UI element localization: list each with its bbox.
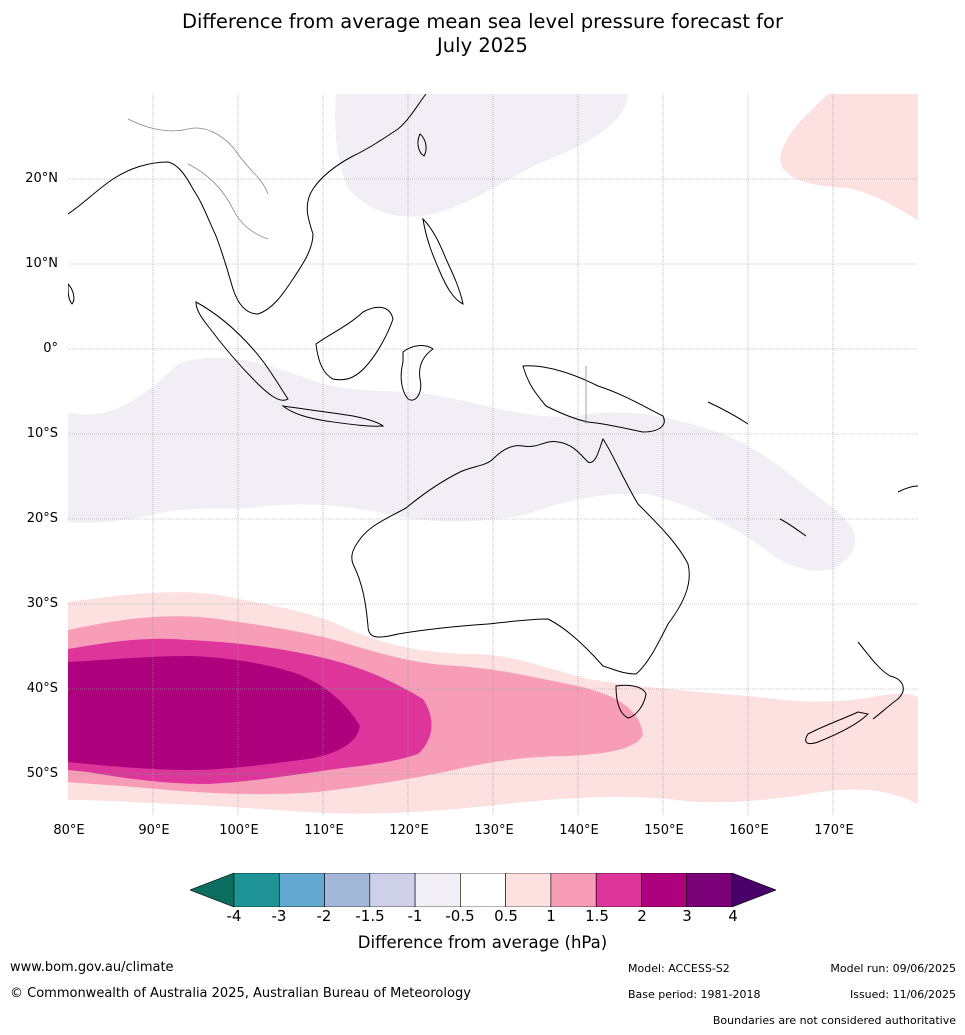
title-line-2: July 2025 [437,34,528,57]
colorbar-label: -1 [407,907,423,925]
negative-anomaly-region-north [335,94,628,217]
positive-anomaly-region-northeast [780,94,918,220]
lon-label-100e: 100°E [219,823,259,838]
colorbar-label: -3 [271,907,287,925]
base-period: Base period: 1981-2018 [628,988,761,1001]
colorbar-swatch [369,873,416,907]
colorbar-label: -0.5 [445,907,475,925]
philippines-outline [422,217,464,305]
colorbar-extend-high [731,873,776,907]
new-zealand-south-outline [805,711,870,745]
new-guinea-outline [522,365,665,433]
lat-label-50s: 50°S [26,766,58,781]
india-tip-outline [68,283,75,305]
colorbar-label: 4 [728,907,738,925]
tasmania-outline [615,684,647,719]
colorbar-label: 3 [682,907,692,925]
colorbar-label: 2 [637,907,647,925]
issued-date: Issued: 11/06/2025 [849,988,956,1001]
colorbar-swatch [414,873,461,907]
lon-label-140e: 140°E [559,823,599,838]
copyright-text: © Commonwealth of Australia 2025, Austra… [10,986,471,1001]
java-outline [281,405,385,427]
lat-label-30s: 30°S [26,596,58,611]
pacific-islands-outline [707,401,918,537]
bom-url-link[interactable]: www.bom.gov.au/climate [10,960,174,975]
lon-label-150e: 150°E [644,823,684,838]
lon-label-160e: 160°E [729,823,769,838]
colorbar-title: Difference from average (hPa) [357,933,608,952]
lon-label-80e: 80°E [53,823,85,838]
colorbar-swatch [686,873,733,907]
lat-label-40s: 40°S [26,681,58,696]
colorbar-label: -2 [316,907,332,925]
map-gridlines [68,94,918,816]
colorbar-swatch [641,873,688,907]
colorbar-swatch [505,873,552,907]
colorbar-extend-low [190,873,235,907]
colorbar-label: 0.5 [494,907,518,925]
asia-coast-outline [68,94,427,315]
boundaries-disclaimer: Boundaries are not considered authoritat… [712,1014,956,1027]
sulawesi-outline [400,345,434,401]
colorbar-label: 1.5 [585,907,609,925]
lon-label-90e: 90°E [138,823,170,838]
lat-label-0: 0° [43,341,58,356]
pressure-anomaly-map [68,94,918,816]
colorbar-label: -4 [226,907,242,925]
colorbar-swatch [460,873,506,907]
map-title: Difference from average mean sea level p… [0,10,965,58]
lon-label-110e: 110°E [304,823,344,838]
colorbar-swatch [324,873,371,907]
negative-anomaly-region-tropics [68,357,856,571]
colorbar-swatch [233,873,280,907]
model-name: Model: ACCESS-S2 [628,962,730,975]
colorbar-label: 1 [546,907,556,925]
lat-label-10n: 10°N [25,256,58,271]
lat-label-10s: 10°S [26,426,58,441]
taiwan-outline [417,133,427,157]
new-zealand-north-outline [857,641,904,720]
positive-anomaly-region-south-core [68,656,360,770]
colorbar [190,873,776,907]
lat-label-20n: 20°N [25,171,58,186]
coastlines [68,94,918,745]
model-run-date: Model run: 09/06/2025 [830,962,956,975]
colorbar-swatch [550,873,597,907]
lon-label-130e: 130°E [474,823,514,838]
title-line-1: Difference from average mean sea level p… [182,10,783,33]
lat-label-20s: 20°S [26,511,58,526]
borneo-outline [315,306,394,381]
lon-label-170e: 170°E [814,823,854,838]
colorbar-label: -1.5 [355,907,385,925]
australia-outline [351,437,690,675]
colorbar-swatch [278,873,325,907]
lon-label-120e: 120°E [389,823,429,838]
country-borders [127,118,587,424]
colorbar-swatch [595,873,642,907]
sumatra-outline [195,301,289,401]
